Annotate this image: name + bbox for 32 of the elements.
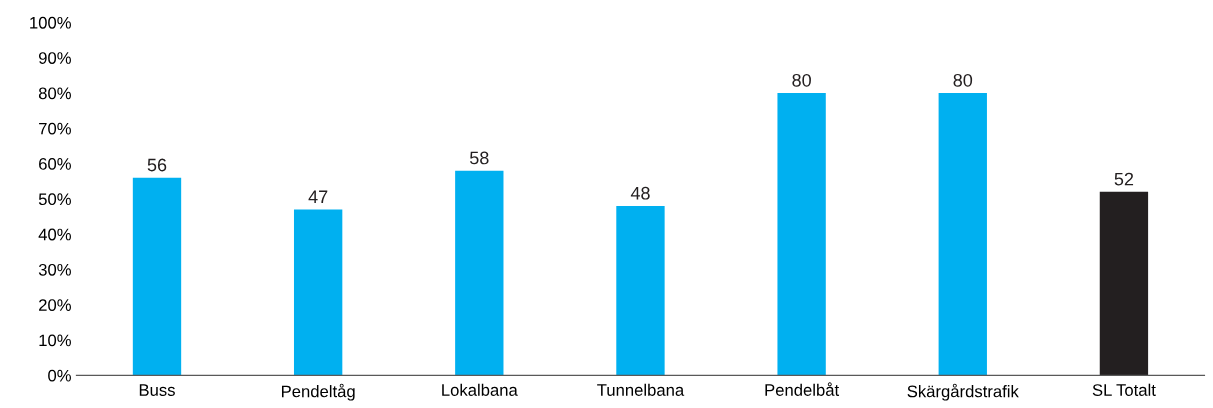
y-tick-label: 70% <box>39 122 71 135</box>
data-label: 52 <box>1114 172 1134 186</box>
x-tick-label: Pendeltåg <box>281 383 355 401</box>
y-tick-label: 10% <box>39 334 71 347</box>
x-tick-label: Tunnelbana <box>597 383 685 396</box>
bar <box>455 170 504 376</box>
data-label: 48 <box>630 186 650 200</box>
y-tick-label: 100% <box>30 16 71 29</box>
y-tick-label: 90% <box>38 52 71 64</box>
y-tick-label: 60% <box>39 158 71 170</box>
y-tick-label: 30% <box>38 263 71 276</box>
data-label: 56 <box>147 158 167 172</box>
y-tick-label: 80% <box>38 87 71 100</box>
x-tick-label: SL Totalt <box>1092 383 1156 396</box>
bar <box>132 177 182 376</box>
x-tick-label: Buss <box>139 384 175 396</box>
bar <box>293 209 343 376</box>
data-label: 80 <box>953 73 973 87</box>
y-tick-label: 50% <box>38 193 71 206</box>
y-tick-label: 40% <box>38 228 71 241</box>
data-label: 80 <box>792 73 811 87</box>
bar <box>1099 191 1149 376</box>
x-tick-label: Skärgårdstrafik <box>907 383 1019 401</box>
y-tick-label: 0% <box>48 369 71 382</box>
bar <box>777 93 826 376</box>
bar <box>616 205 665 376</box>
y-tick-label: 20% <box>39 299 71 311</box>
data-label: 58 <box>469 151 489 165</box>
x-tick-label: Lokalbana <box>442 383 518 396</box>
data-label: 47 <box>308 190 328 203</box>
bar <box>938 93 987 376</box>
x-tick-label: Pendelbåt <box>765 382 840 396</box>
